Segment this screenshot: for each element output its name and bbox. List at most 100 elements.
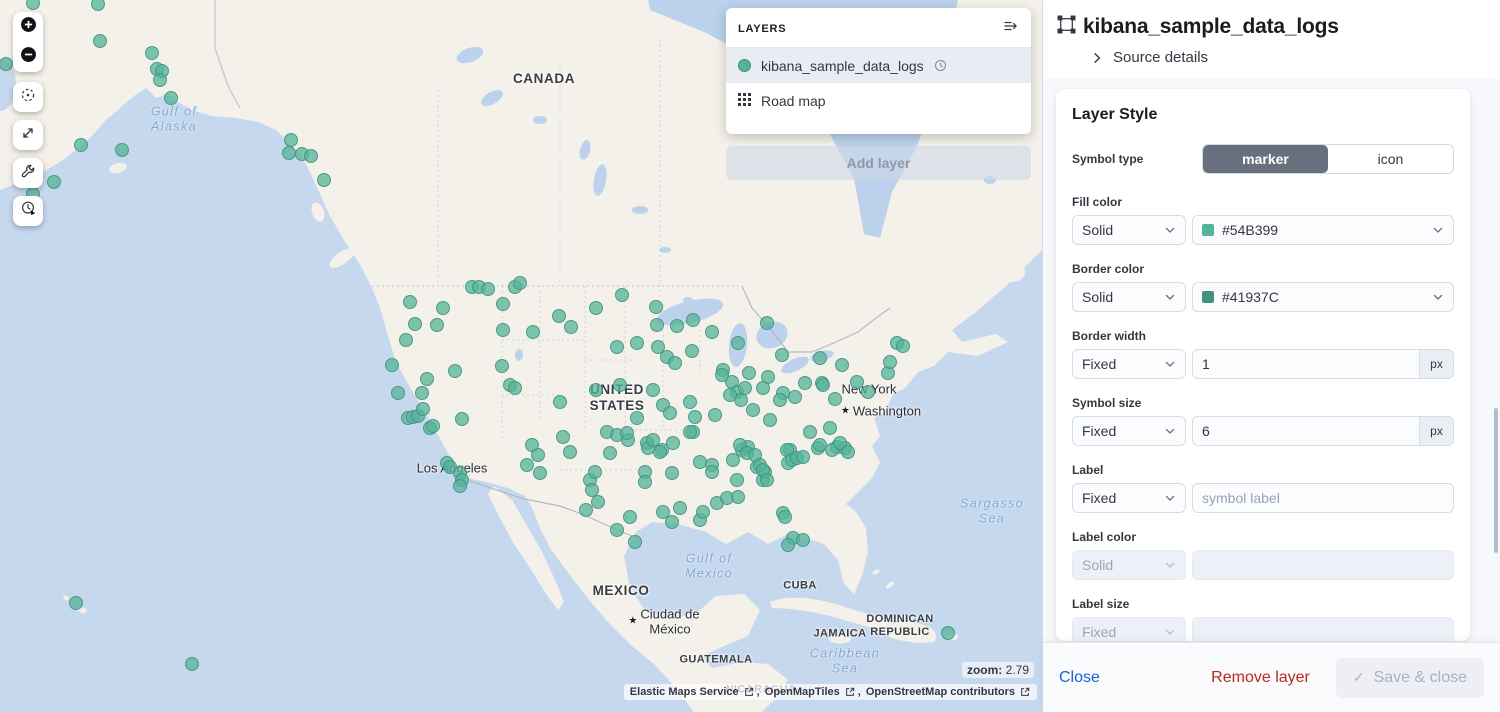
check-icon: ✓	[1352, 669, 1365, 685]
tools-button[interactable]	[13, 158, 43, 188]
chevron-right-icon	[1090, 51, 1104, 65]
diagonal-arrow-icon	[20, 125, 36, 146]
label-method-select[interactable]: Fixed	[1072, 483, 1186, 513]
clock-play-icon	[20, 200, 37, 222]
symbol-size-field: px	[1192, 416, 1454, 446]
layer-row-kibana-sample-data-logs[interactable]: kibana_sample_data_logs	[726, 48, 1031, 83]
symbol-size-input[interactable]	[1193, 417, 1419, 445]
map-canvas[interactable]: CANADA UNITED STATES MEXICO CUBA DOMINICAN R…	[0, 0, 1042, 712]
chevron-down-icon	[1164, 492, 1176, 504]
draw-tool-button[interactable]	[13, 120, 43, 150]
map-label-mexico: MEXICO	[592, 583, 650, 599]
save-and-close-label: Save & close	[1373, 668, 1467, 686]
map-attribution: Elastic Maps Service, OpenMapTiles, Open…	[623, 684, 1037, 700]
chevron-down-icon	[1164, 626, 1176, 638]
zoom-control	[13, 12, 43, 72]
layer-name: kibana_sample_data_logs	[761, 57, 924, 74]
add-layer-label: Add layer	[846, 155, 911, 171]
layer-settings-panel: kibana_sample_data_logs Source details L…	[1042, 0, 1500, 712]
color-value: #54B399	[1222, 222, 1279, 238]
attribution-link[interactable]: OpenMapTiles	[764, 686, 840, 698]
border-color-label: Border color	[1072, 262, 1145, 276]
chevron-down-icon	[1164, 224, 1176, 236]
layer-name: Road map	[761, 92, 826, 109]
border-width-group: Border width Fixed px	[1072, 329, 1454, 379]
layers-panel-title: LAYERS	[738, 22, 787, 35]
map-label-sargasso: Sargasso Sea	[959, 496, 1025, 525]
border-width-method-select[interactable]: Fixed	[1072, 349, 1186, 379]
label-color-group: Label color Solid	[1072, 530, 1454, 580]
symbol-type-row: Symbol type marker icon	[1072, 144, 1454, 174]
chevron-down-icon	[1164, 425, 1176, 437]
minus-circle-icon	[20, 46, 37, 68]
border-color-group: Border color Solid #41937C	[1072, 262, 1454, 312]
set-view-button[interactable]	[13, 82, 43, 112]
capital-star-icon: ★	[840, 405, 850, 417]
label-color-input	[1193, 551, 1453, 579]
layer-style-card: Layer Style Symbol type marker icon Fill…	[1056, 89, 1470, 641]
timeslider-button[interactable]	[13, 196, 43, 226]
zoom-indicator-label: zoom:	[966, 663, 1003, 677]
source-details-label: Source details	[1113, 49, 1209, 66]
border-color-picker[interactable]: #41937C	[1192, 282, 1454, 312]
grid-icon	[738, 92, 751, 109]
collapse-panel-icon[interactable]	[1003, 18, 1019, 39]
chevron-down-icon	[1432, 224, 1444, 236]
select-value: Fixed	[1082, 356, 1117, 372]
label-field	[1192, 483, 1454, 513]
px-suffix: px	[1419, 350, 1453, 378]
label-group: Label Fixed	[1072, 463, 1454, 513]
attribution-link[interactable]: Elastic Maps Service	[629, 686, 739, 698]
select-value: Solid	[1082, 222, 1114, 238]
zoom-indicator-value: 2.79	[1005, 663, 1029, 677]
symbol-type-marker-option[interactable]: marker	[1203, 145, 1328, 173]
fill-color-picker[interactable]: #54B399	[1192, 215, 1454, 245]
label-size-group: Label size Fixed	[1072, 597, 1454, 641]
zoom-out-button[interactable]	[13, 42, 43, 72]
symbol-size-method-select[interactable]: Fixed	[1072, 416, 1186, 446]
chevron-down-icon	[1164, 358, 1176, 370]
label-label: Label	[1072, 463, 1104, 477]
map-label-guatemala: GUATEMALA	[679, 653, 753, 666]
symbol-type-icon-option[interactable]: icon	[1377, 151, 1404, 167]
map-label-dominican: DOMINICAN REPUBLIC	[866, 613, 934, 638]
map-label-canada: CANADA	[512, 71, 576, 87]
map-label-gulf-of: Gulf of Mexico	[685, 551, 733, 580]
layer-row-road-map[interactable]: Road map	[726, 83, 1031, 118]
map-label-united: UNITED STATES	[589, 382, 645, 413]
zoom-indicator: zoom: 2.79	[961, 662, 1034, 678]
select-value: Fixed	[1082, 490, 1117, 506]
save-and-close-button[interactable]: ✓ Save & close	[1335, 657, 1484, 698]
chevron-down-icon	[1432, 291, 1444, 303]
vector-layer-icon	[1057, 15, 1076, 39]
fill-color-method-select[interactable]: Solid	[1072, 215, 1186, 245]
source-details-toggle[interactable]: Source details	[1090, 49, 1484, 66]
symbol-size-label: Symbol size	[1072, 396, 1142, 410]
external-link-icon	[1021, 687, 1030, 696]
symbol-type-toggle: marker icon	[1202, 144, 1454, 174]
map-label-ciudad-de: ★ Ciudad de México	[628, 606, 700, 637]
label-size-label: Label size	[1072, 597, 1130, 611]
border-color-method-select[interactable]: Solid	[1072, 282, 1186, 312]
zoom-in-button[interactable]	[13, 12, 43, 42]
symbol-type-label: Symbol type	[1072, 151, 1144, 166]
color-swatch	[1202, 224, 1214, 236]
plus-circle-icon	[20, 16, 37, 38]
panel-header: kibana_sample_data_logs Source details	[1043, 0, 1500, 79]
remove-layer-button[interactable]: Remove layer	[1211, 668, 1310, 686]
close-button[interactable]: Close	[1059, 668, 1100, 686]
label-color-label: Label color	[1072, 530, 1137, 544]
map-label-jamaica: JAMAICA	[813, 627, 867, 640]
map-label-washington: ★ Washington	[840, 403, 922, 419]
map-label-gulf-of: Gulf of Alaska	[150, 104, 198, 133]
color-swatch	[1202, 291, 1214, 303]
attribution-link[interactable]: OpenStreetMap contributors	[865, 686, 1015, 698]
add-layer-button[interactable]: Add layer	[726, 146, 1031, 180]
border-width-input[interactable]	[1193, 350, 1419, 378]
panel-scrollbar[interactable]	[1494, 408, 1498, 553]
label-size-field	[1192, 617, 1454, 641]
select-value: Fixed	[1082, 423, 1117, 439]
panel-footer: Close Remove layer ✓ Save & close	[1043, 642, 1500, 712]
symbol-label-input[interactable]	[1193, 484, 1453, 512]
